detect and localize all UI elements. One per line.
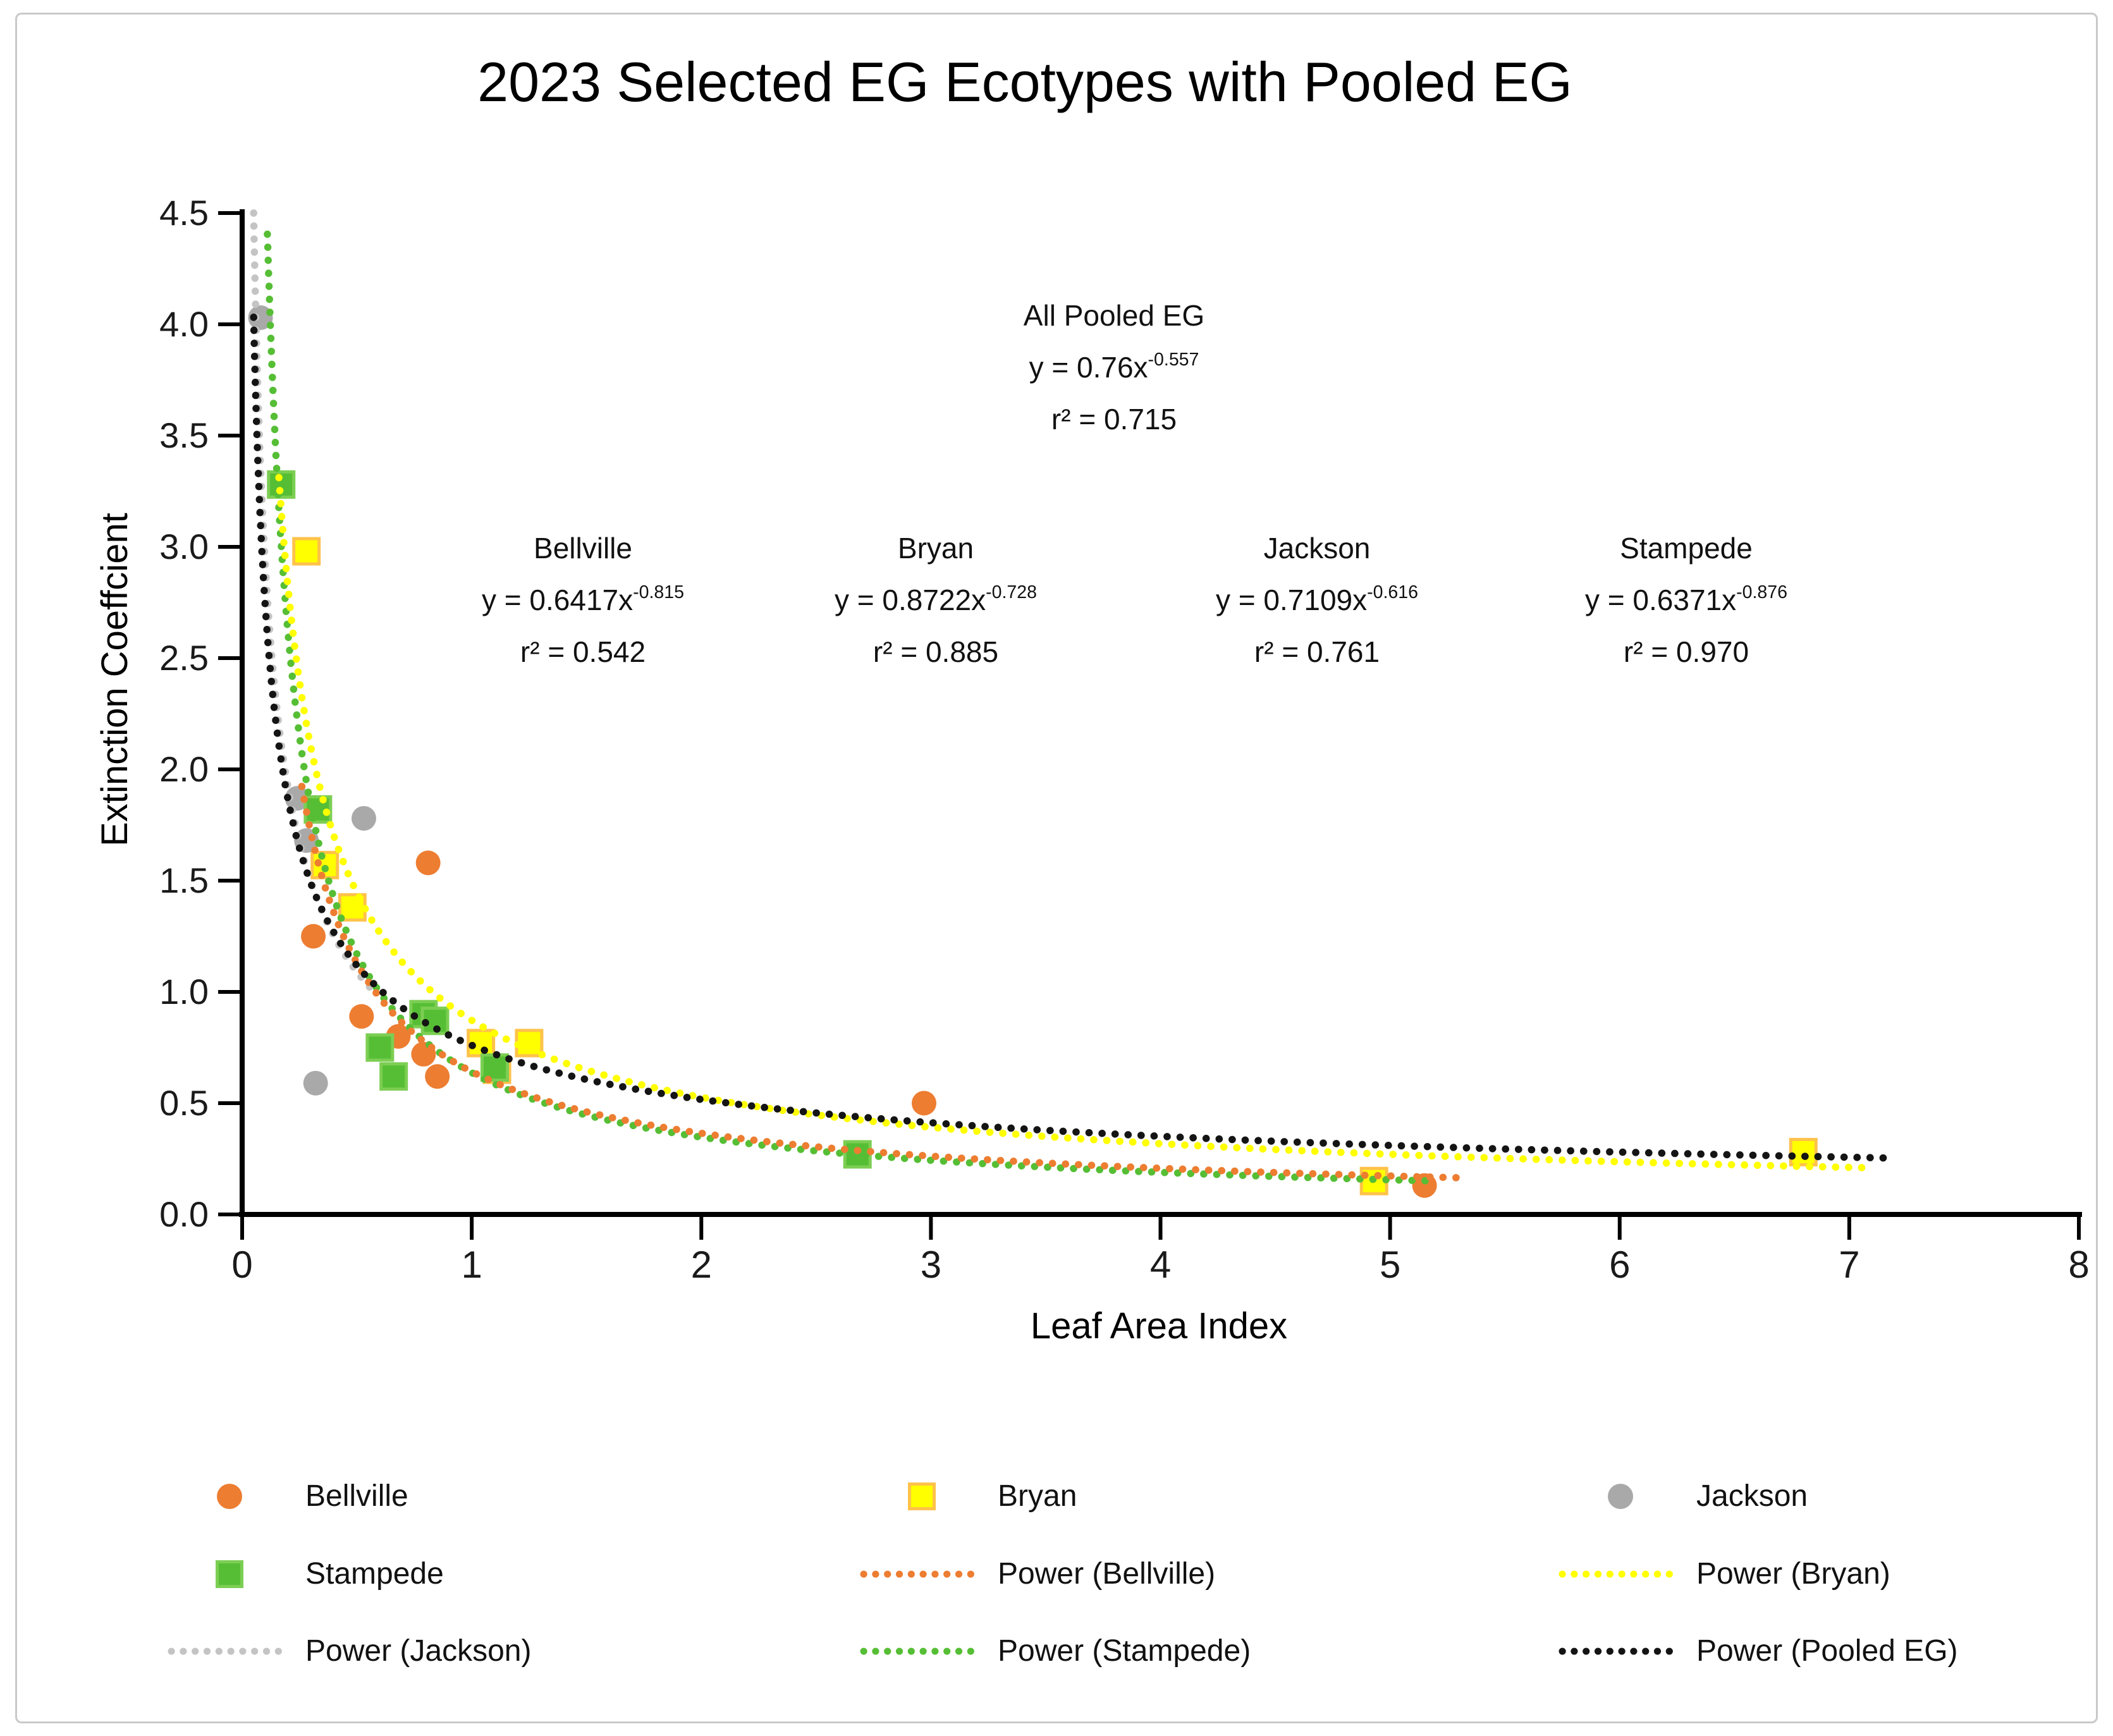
y-tick-label: 1.5 — [159, 860, 209, 900]
annotation-equation: y = 0.6417x-0.815 — [482, 582, 684, 616]
annotation-r-squared: r² = 0.542 — [520, 635, 646, 668]
legend-label: Power (Jackson) — [305, 1634, 532, 1668]
trendline-power-bellville- — [298, 783, 1463, 1182]
legend-label: Bryan — [998, 1479, 1077, 1513]
legend-dotted-line-icon — [859, 1629, 985, 1673]
y-tick-label: 4.0 — [159, 304, 209, 344]
point-bellville — [415, 850, 441, 876]
x-tick-label: 6 — [1609, 1244, 1631, 1286]
x-tick-label: 5 — [1379, 1244, 1401, 1286]
point-jackson — [351, 805, 376, 831]
legend-item: Power (Bryan) — [1557, 1552, 1890, 1596]
legend-item: Stampede — [166, 1552, 444, 1596]
point-bellville — [911, 1091, 936, 1116]
x-tick-label: 4 — [1149, 1244, 1172, 1286]
legend-item: Bellville — [166, 1474, 408, 1519]
legend-dotted-line-icon — [859, 1552, 985, 1596]
annotation-r-squared: r² = 0.885 — [873, 635, 999, 668]
legend-item: Power (Bellville) — [859, 1552, 1215, 1596]
legend-label: Power (Bellville) — [998, 1557, 1216, 1591]
legend-label: Stampede — [305, 1557, 444, 1591]
legend-marker-circle — [1557, 1474, 1684, 1519]
point-bryan — [1789, 1137, 1818, 1166]
y-tick-label: 3.5 — [159, 415, 209, 455]
y-tick-label: 4.5 — [159, 193, 209, 233]
legend-dotted-line-icon — [166, 1629, 293, 1673]
legend-label: Power (Bryan) — [1696, 1557, 1890, 1591]
trendline-power-bryan- — [275, 474, 1876, 1172]
trendlines — [250, 209, 1888, 1185]
y-tick-label: 2.0 — [159, 749, 209, 789]
annotation-bellville: Bellville y = 0.6417x-0.815 r² = 0.542 — [343, 522, 823, 678]
annotation-series-name: Bryan — [897, 532, 974, 565]
trendline-power-pooled-eg- — [250, 314, 1888, 1162]
point-stampede — [379, 1062, 408, 1091]
legend-item: Bryan — [859, 1474, 1077, 1519]
annotation-bryan: Bryan y = 0.8722x-0.728 r² = 0.885 — [695, 522, 1176, 678]
annotation-r-squared: r² = 0.715 — [1051, 403, 1177, 436]
annotation-series-name: Stampede — [1620, 532, 1753, 565]
annotation-series-name: Bellville — [534, 532, 632, 565]
legend-item: Power (Pooled EG) — [1557, 1629, 1958, 1673]
annotation-r-squared: r² = 0.761 — [1254, 635, 1380, 668]
point-stampede — [480, 1053, 509, 1082]
legend-marker-square — [166, 1552, 293, 1596]
point-jackson — [285, 786, 310, 811]
legend-label: Jackson — [1696, 1479, 1808, 1513]
chart-title: 2023 Selected EG Ecotypes with Pooled EG — [477, 51, 1572, 113]
legend-label: Power (Pooled EG) — [1696, 1634, 1958, 1668]
annotation-r-squared: r² = 0.970 — [1623, 635, 1749, 668]
x-tick-label: 1 — [461, 1244, 482, 1286]
annotation-pooled: All Pooled EG y = 0.76x-0.557 r² = 0.715 — [874, 290, 1354, 445]
annotation-equation: y = 0.6371x-0.876 — [1585, 582, 1787, 616]
legend-marker-circle — [166, 1474, 293, 1519]
point-bellville — [349, 1004, 374, 1029]
annotation-equation: y = 0.7109x-0.616 — [1216, 582, 1418, 616]
x-axis-title: Leaf Area Index — [1030, 1305, 1288, 1347]
legend-marker-square — [859, 1474, 985, 1519]
point-jackson — [303, 1070, 328, 1096]
legend-item: Power (Stampede) — [859, 1629, 1251, 1673]
legend-label: Power (Stampede) — [998, 1634, 1251, 1668]
legend-item: Power (Jackson) — [166, 1629, 531, 1673]
point-bellville — [301, 924, 326, 949]
y-tick-label: 1.0 — [159, 972, 209, 1012]
annotation-series-name: Jackson — [1263, 532, 1371, 565]
x-tick-label: 2 — [690, 1244, 712, 1286]
point-bryan — [292, 537, 321, 566]
y-tick-label: 0.0 — [159, 1194, 209, 1234]
legend-dotted-line-icon — [1557, 1552, 1684, 1596]
annotation-jackson: Jackson y = 0.7109x-0.616 r² = 0.761 — [1077, 522, 1557, 678]
legend-item: Jackson — [1557, 1474, 1808, 1519]
y-tick-label: 2.5 — [159, 638, 209, 678]
point-stampede — [365, 1033, 395, 1062]
legend-label: Bellville — [305, 1479, 408, 1513]
point-bellville — [425, 1064, 450, 1089]
x-tick-label: 8 — [2068, 1244, 2090, 1286]
legend-dotted-line-icon — [1557, 1629, 1684, 1673]
annotation-stampede: Stampede y = 0.6371x-0.876 r² = 0.970 — [1446, 522, 1926, 678]
y-tick-label: 0.5 — [159, 1083, 209, 1123]
x-tick-label: 7 — [1839, 1244, 1860, 1286]
x-tick-label: 0 — [231, 1244, 253, 1286]
annotation-equation: y = 0.76x-0.557 — [1029, 349, 1199, 384]
x-tick-label: 3 — [920, 1244, 942, 1286]
annotation-equation: y = 0.8722x-0.728 — [835, 582, 1037, 616]
annotation-series-name: All Pooled EG — [1023, 299, 1205, 332]
y-tick-label: 3.0 — [159, 527, 209, 566]
